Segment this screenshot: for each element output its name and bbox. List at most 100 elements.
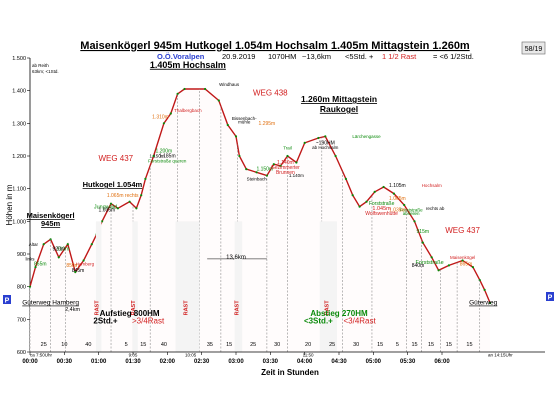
annotation-label: 1.065m rechts (107, 193, 139, 199)
parking-icon-end-glyph: P (548, 295, 553, 302)
profile-point (57, 256, 60, 259)
profile-point (437, 269, 440, 272)
date-label: 20.9.2019 (222, 52, 255, 61)
annotation-label: 910m (57, 247, 70, 253)
profile-point (144, 177, 147, 180)
clock-label: an 14:15Uhr (488, 353, 513, 358)
rest-bands: RAST RAST RAST RAST RAST (95, 221, 337, 352)
annotation-label: Güterweg (469, 300, 498, 307)
badge-box (521, 41, 546, 55)
annotation-label: Trail (283, 146, 292, 151)
y-tick-label: 1.400 (12, 89, 26, 95)
start-note-2: 63km; <1Std. (32, 69, 59, 74)
annotation-label: rechts ab (426, 206, 445, 211)
x-tick-label: 04:00 (297, 359, 313, 365)
annotation-label: Maisenkögel (450, 255, 475, 260)
annotation-label: 915m (417, 229, 430, 235)
annotation-label: 1.045m (372, 206, 391, 212)
duration-label: 25 (41, 342, 47, 348)
duration-label: 5 (396, 342, 399, 348)
clock-label: 10:05 (185, 353, 197, 358)
annotation-label: 1.260m Mittagstein (301, 94, 377, 104)
annotation-label: Gezimmerter (271, 165, 300, 171)
profile-point (272, 163, 275, 166)
profile-point (226, 123, 229, 127)
annotation-label: Aufstieg 800HM (100, 309, 160, 318)
annotation-label: 1.140m (277, 160, 294, 166)
rest-band (132, 221, 138, 352)
profile-point (286, 154, 289, 158)
y-tick-label: 800 (17, 285, 26, 291)
duration-label: 30 (274, 342, 280, 348)
region-label: O.Ö.Voralpen (157, 52, 205, 61)
y-tick-label: 1.300 (12, 121, 26, 127)
profile-point (447, 264, 450, 267)
x-tick-label: 03:00 (228, 359, 244, 365)
duration-label: 25 (329, 342, 335, 348)
annotation-label: Maisenkögerl (27, 211, 75, 220)
parking-icon-start: P (3, 295, 11, 305)
annotation-label: 13,6km (226, 255, 246, 261)
annotation-label: Jungwald (94, 204, 117, 210)
clock-labels: ca 7:50Uhr 9:05 10:05 11:50 an 14:15Uhr (30, 353, 513, 358)
profile-point (238, 154, 241, 158)
annotation-label: Thalbergbach (174, 108, 202, 113)
annotation-label: 1.150m (149, 154, 164, 159)
profile-point (295, 161, 298, 164)
profile-point (255, 171, 258, 174)
annotation-label: 1.200m (156, 149, 173, 155)
annotation-label: Abstieg 270HM (310, 309, 368, 318)
duration-label: 40 (85, 342, 91, 348)
annotation-label: Altar (29, 242, 39, 247)
rest-band (234, 221, 243, 352)
profile-point (217, 99, 220, 102)
duration-label: 10 (61, 342, 67, 348)
annotation-label: 945m (41, 219, 61, 228)
x-tick-label: 00:00 (22, 359, 38, 365)
annotation-label: Hutkogel 1.054m (83, 180, 143, 189)
annotation-label: WEG 438 (253, 89, 288, 98)
annotation-label: Forststraße (369, 201, 395, 207)
y-tick-label: 1.000 (12, 219, 26, 225)
annotation-label: Steinbach (247, 177, 268, 182)
annotation-label: Güterweg Hamberg (22, 300, 79, 307)
y-axis-title: Höhen in m (5, 184, 14, 225)
profile-point (303, 141, 306, 144)
profile-fill (30, 89, 491, 352)
profile-point (49, 238, 52, 241)
profile-point (489, 301, 492, 305)
annotation-label: Lärchengasse (352, 134, 381, 139)
annotation-label: Brunnen (276, 170, 295, 176)
profile-point (183, 87, 186, 91)
duration-label: 15 (428, 342, 434, 348)
y-tick-label: 700 (17, 317, 26, 323)
y-tick-label: 1.200 (12, 154, 26, 160)
x-tick-label: 05:00 (366, 359, 382, 365)
rest-label: RAST (131, 300, 137, 316)
profile-point (317, 136, 320, 140)
profile-point (478, 279, 481, 282)
clock-label: ca 7:50Uhr (30, 353, 53, 358)
profile-point (245, 168, 248, 171)
profile-point (135, 207, 138, 210)
annotation-label: Hamberg (76, 261, 95, 266)
annotation-label: <3Std.+ (304, 316, 333, 325)
annotation-label: 850m (66, 263, 79, 269)
annotation-label: 1.140m (289, 173, 304, 178)
clock-label: 9:05 (129, 353, 138, 358)
duration-label: 15 (377, 342, 383, 348)
profile-point (373, 190, 376, 193)
time-label-c: = <6 1/2Std. (433, 52, 474, 61)
profile-point (204, 87, 207, 91)
annotation-label: WEG 437 (445, 226, 480, 235)
start-note-1: ab Reith (32, 63, 49, 68)
profile-point (128, 200, 131, 203)
profile-point (116, 207, 119, 210)
x-tick-label: 02:30 (194, 359, 210, 365)
y-axis: 600 700 800 900 1.000 1.100 1.200 1.300 1.400 1.5… (12, 56, 31, 356)
y-tick-label: 600 (17, 350, 26, 356)
badge-label: 58/19 (525, 46, 543, 53)
annotation-label: Wolfswenhütte (365, 211, 398, 217)
